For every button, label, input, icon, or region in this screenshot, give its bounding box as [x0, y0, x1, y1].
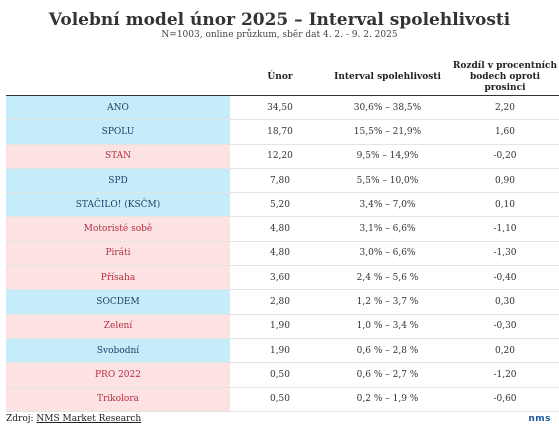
source-prefix: Zdroj:: [6, 414, 37, 424]
table-row: Svobodní 1,90 0,6 % – 2,8 % 0,20: [6, 338, 559, 364]
table-row: Piráti 4,80 3,0% – 6,6% -1,30: [6, 241, 559, 267]
table-row: SOCDEM 2,80 1,2 % – 3,7 % 0,30: [6, 290, 559, 315]
unor-value: 12,20: [267, 151, 293, 162]
diff-value: -0,20: [493, 151, 517, 162]
diff-value: -0,40: [493, 272, 517, 283]
unor-value: 3,60: [269, 272, 291, 283]
party-name: SPD: [6, 168, 230, 193]
interval-value: 3,1% – 6,6%: [359, 224, 416, 235]
diff-value: -0,60: [493, 394, 517, 405]
party-name: SOCDEM: [6, 290, 230, 314]
table-row: Trikolora 0,50 0,2 % – 1,9 % -0,60: [6, 387, 559, 412]
party-name: Svobodní: [6, 338, 230, 363]
diff-value: 1,60: [494, 126, 516, 137]
interval-value: 1,2 % – 3,7 %: [356, 297, 419, 308]
table-row: SPD 7,80 5,5% – 10,0% 0,90: [6, 168, 559, 194]
diff-value: 0,10: [494, 199, 516, 210]
interval-value: 5,5% – 10,0%: [356, 175, 419, 186]
diff-value: -1,20: [493, 369, 517, 380]
nms-logo: nms: [528, 414, 551, 424]
source-footer: Zdroj: NMS Market Research: [6, 414, 141, 424]
party-name: STAN: [6, 144, 230, 168]
party-name: SPOLU: [6, 120, 230, 144]
results-table: ANO 34,50 30,6% – 38,5% 2,20 SPOLU 18,70 15,5%…: [6, 96, 559, 412]
unor-value: 4,80: [269, 224, 291, 235]
table-row: SPOLU 18,70 15,5% – 21,9% 1,60: [6, 120, 559, 145]
party-name: Zelení: [6, 314, 230, 338]
interval-value: 3,0% – 6,6%: [359, 248, 416, 259]
diff-value: 0,20: [494, 345, 516, 356]
interval-value: 0,2 % – 1,9 %: [356, 394, 419, 405]
interval-value: 9,5% – 14,9%: [356, 151, 419, 162]
diff-value: 0,90: [494, 175, 516, 186]
column-header-interval: Interval spolehlivosti: [334, 72, 441, 82]
party-name: Piráti: [6, 241, 230, 266]
diff-value: -1,30: [493, 248, 517, 259]
table-row: ANO 34,50 30,6% – 38,5% 2,20: [6, 96, 559, 121]
diff-value: 0,30: [494, 297, 516, 308]
interval-value: 15,5% – 21,9%: [353, 126, 422, 137]
column-header-unor: Únor: [267, 72, 293, 82]
header-divider: [6, 95, 559, 96]
unor-value: 4,80: [269, 248, 291, 259]
page-title: Volební model únor 2025 – Interval spole…: [48, 10, 511, 30]
interval-value: 0,6 % – 2,7 %: [356, 369, 419, 380]
page-subtitle: N=1003, online průzkum, sběr dat 4. 2. -…: [161, 30, 398, 40]
unor-value: 2,80: [269, 297, 291, 308]
table-row: PRO 2022 0,50 0,6 % – 2,7 % -1,20: [6, 363, 559, 388]
interval-value: 0,6 % – 2,8 %: [356, 345, 419, 356]
party-name: Přísaha: [6, 266, 230, 290]
unor-value: 7,80: [269, 175, 291, 186]
party-name: PRO 2022: [6, 363, 230, 387]
party-name: ANO: [6, 96, 230, 120]
diff-value: -0,30: [493, 321, 517, 332]
unor-value: 1,90: [269, 321, 291, 332]
diff-value: 2,20: [494, 102, 516, 113]
unor-value: 5,20: [269, 199, 291, 210]
table-row: STAČILO! (KSČM) 5,20 3,4% – 7,0% 0,10: [6, 193, 559, 218]
diff-value: -1,10: [493, 224, 517, 235]
unor-value: 34,50: [267, 102, 293, 113]
table-row: Přísaha 3,60 2,4 % – 5,6 % -0,40: [6, 266, 559, 291]
party-name: Motoristé sobě: [6, 217, 230, 241]
source-link[interactable]: NMS Market Research: [36, 414, 142, 424]
table-row: Motoristé sobě 4,80 3,1% – 6,6% -1,10: [6, 217, 559, 242]
unor-value: 0,50: [269, 369, 291, 380]
unor-value: 18,70: [267, 126, 293, 137]
interval-value: 1,0 % – 3,4 %: [356, 321, 419, 332]
unor-value: 0,50: [269, 394, 291, 405]
interval-value: 30,6% – 38,5%: [353, 102, 422, 113]
interval-value: 3,4% – 7,0%: [359, 199, 416, 210]
table-row: STAN 12,20 9,5% – 14,9% -0,20: [6, 144, 559, 169]
party-name: STAČILO! (KSČM): [6, 193, 230, 217]
table-row: Zelení 1,90 1,0 % – 3,4 % -0,30: [6, 314, 559, 339]
interval-value: 2,4 % – 5,6 %: [356, 272, 419, 283]
party-name: Trikolora: [6, 387, 230, 411]
unor-value: 1,90: [269, 345, 291, 356]
column-header-diff: Rozdíl v procentních bodech oproti prosi…: [452, 61, 558, 93]
